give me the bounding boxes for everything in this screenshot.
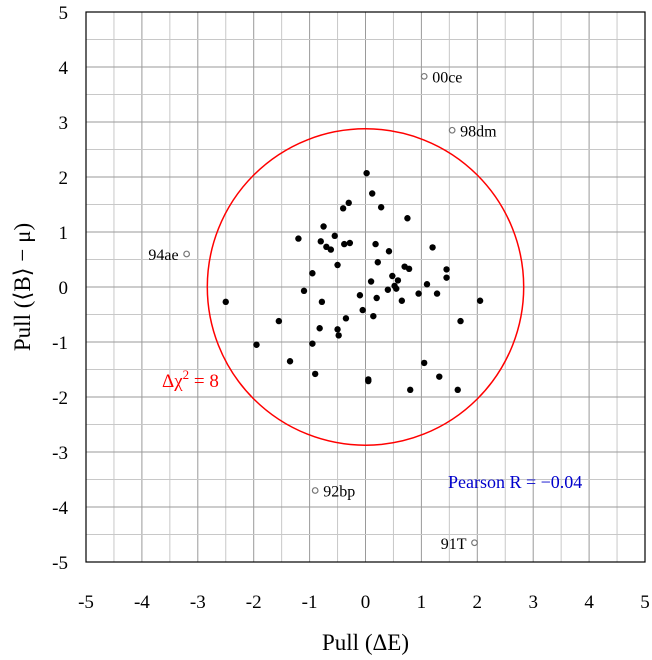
data-point <box>373 294 380 302</box>
outlier-label: 98dm <box>460 123 497 140</box>
delta-chi2-circle <box>206 128 525 446</box>
data-point <box>374 259 381 266</box>
data-point <box>339 205 347 212</box>
data-point <box>335 332 342 339</box>
data-point <box>318 298 326 306</box>
data-point <box>389 272 396 280</box>
data-points <box>222 169 484 394</box>
x-tick-label: 2 <box>473 592 483 613</box>
data-point <box>286 358 294 365</box>
data-point <box>457 317 464 325</box>
data-point <box>316 325 323 332</box>
data-point <box>346 239 354 247</box>
x-tick-labels: -5 -4 -3 -2 -1 0 1 2 3 4 5 <box>78 592 650 613</box>
y-tick-label: -2 <box>52 388 68 409</box>
delta-chi2-label: Δχ2 = 8 <box>162 367 219 392</box>
data-point <box>404 215 411 222</box>
x-tick-label: 1 <box>417 592 427 613</box>
x-tick-label: -1 <box>302 592 318 613</box>
data-point <box>309 270 316 277</box>
data-point <box>275 317 283 325</box>
outlier-point <box>448 126 456 134</box>
x-tick-label: 5 <box>640 592 650 613</box>
data-point <box>363 169 370 177</box>
data-point <box>476 297 484 304</box>
data-point <box>385 248 393 255</box>
pearson-r-label: Pearson R = −0.04 <box>448 472 582 492</box>
data-point <box>429 244 436 251</box>
data-point <box>253 341 260 348</box>
outlier-point <box>471 539 478 547</box>
data-point <box>311 370 319 378</box>
data-point <box>327 246 335 253</box>
x-axis-title: Pull (ΔE) <box>322 630 409 655</box>
data-point <box>436 373 443 380</box>
y-tick-label: 0 <box>59 278 69 299</box>
outlier-label: 92bp <box>323 484 355 501</box>
data-point <box>367 278 375 285</box>
data-point <box>394 277 402 284</box>
data-point <box>356 292 364 299</box>
data-point <box>359 306 366 314</box>
data-point <box>398 297 406 304</box>
x-tick-label: 3 <box>528 592 538 613</box>
data-point <box>423 281 431 288</box>
y-tick-label: 2 <box>59 168 69 189</box>
outlier-label: 91T <box>441 536 467 553</box>
data-point <box>334 326 341 333</box>
data-point <box>384 286 392 293</box>
data-point <box>309 340 316 347</box>
data-point <box>370 312 377 320</box>
data-point <box>320 223 327 230</box>
data-point <box>345 199 352 207</box>
x-tick-label: -5 <box>78 592 94 613</box>
outlier-point <box>420 72 428 80</box>
y-tick-label: 5 <box>59 3 69 24</box>
data-point <box>420 359 428 367</box>
plot-frame <box>85 11 646 563</box>
y-tick-label: 4 <box>59 58 69 79</box>
grid-lines <box>86 12 645 562</box>
data-point <box>365 377 372 385</box>
x-tick-label: -2 <box>246 592 262 613</box>
data-point <box>334 261 341 269</box>
x-tick-label: 0 <box>361 592 371 613</box>
outlier-points: 00ce 98dm 94ae 92bp 91T <box>148 69 497 552</box>
data-point <box>443 266 450 273</box>
data-point <box>317 238 324 245</box>
data-point <box>443 274 450 281</box>
y-tick-label: -4 <box>52 498 68 519</box>
data-point <box>372 240 379 248</box>
data-point <box>331 232 338 240</box>
data-point <box>433 290 441 297</box>
data-point <box>454 386 461 394</box>
outlier-point <box>183 250 191 258</box>
data-point <box>405 265 413 273</box>
y-tick-label: -5 <box>52 553 68 574</box>
y-tick-label: -3 <box>52 443 68 464</box>
y-tick-label: -1 <box>52 333 68 354</box>
y-tick-label: 3 <box>59 113 69 134</box>
y-tick-label: 1 <box>59 223 69 244</box>
outlier-label: 00ce <box>432 69 462 86</box>
data-point <box>377 204 385 211</box>
outlier-point <box>311 487 319 494</box>
data-point <box>407 386 414 394</box>
data-point <box>222 298 229 306</box>
data-point <box>369 190 376 197</box>
data-point <box>300 287 308 295</box>
data-point <box>393 285 400 292</box>
data-point <box>415 290 422 297</box>
data-point <box>295 235 302 242</box>
y-tick-labels: 5 4 3 2 1 0 -1 -2 -3 -4 -5 <box>52 3 68 574</box>
x-tick-label: 4 <box>584 592 594 613</box>
data-point <box>341 240 348 248</box>
outlier-label: 94ae <box>148 247 178 264</box>
x-tick-label: -3 <box>190 592 206 613</box>
x-tick-label: -4 <box>134 592 150 613</box>
y-axis-title: Pull (⟨B⟩ − μ) <box>10 223 35 351</box>
data-point <box>342 315 350 322</box>
